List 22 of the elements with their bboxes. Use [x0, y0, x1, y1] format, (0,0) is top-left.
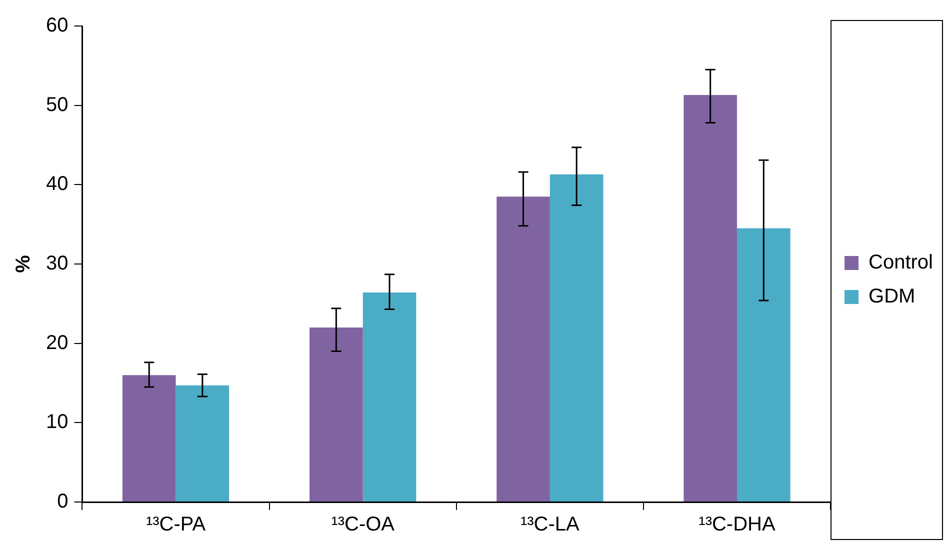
bar	[496, 196, 550, 502]
bar	[362, 292, 416, 502]
y-tick-label: 60	[46, 14, 68, 37]
x-tick-label: ¹³C-PA	[146, 514, 206, 536]
y-tick-label: 20	[46, 332, 68, 354]
y-tick-label: 0	[57, 490, 68, 513]
x-tick-label: ¹³C-DHA	[698, 514, 776, 536]
x-tick-label: ¹³C-LA	[520, 514, 580, 536]
legend-label: GDM	[868, 286, 916, 308]
legend-label: Control	[868, 252, 934, 274]
y-tick-label: 50	[46, 94, 68, 116]
bar	[176, 385, 230, 502]
bar	[122, 375, 176, 502]
y-tick-label: 30	[46, 252, 68, 275]
bar	[736, 228, 790, 502]
bar	[550, 174, 604, 502]
y-tick-label: 40	[46, 173, 68, 196]
x-tick-label: ¹³C-OA	[331, 514, 396, 536]
y-axis-title: %	[12, 254, 35, 273]
bar	[310, 327, 363, 502]
y-tick-label: 10	[46, 411, 68, 434]
bar	[684, 95, 737, 502]
